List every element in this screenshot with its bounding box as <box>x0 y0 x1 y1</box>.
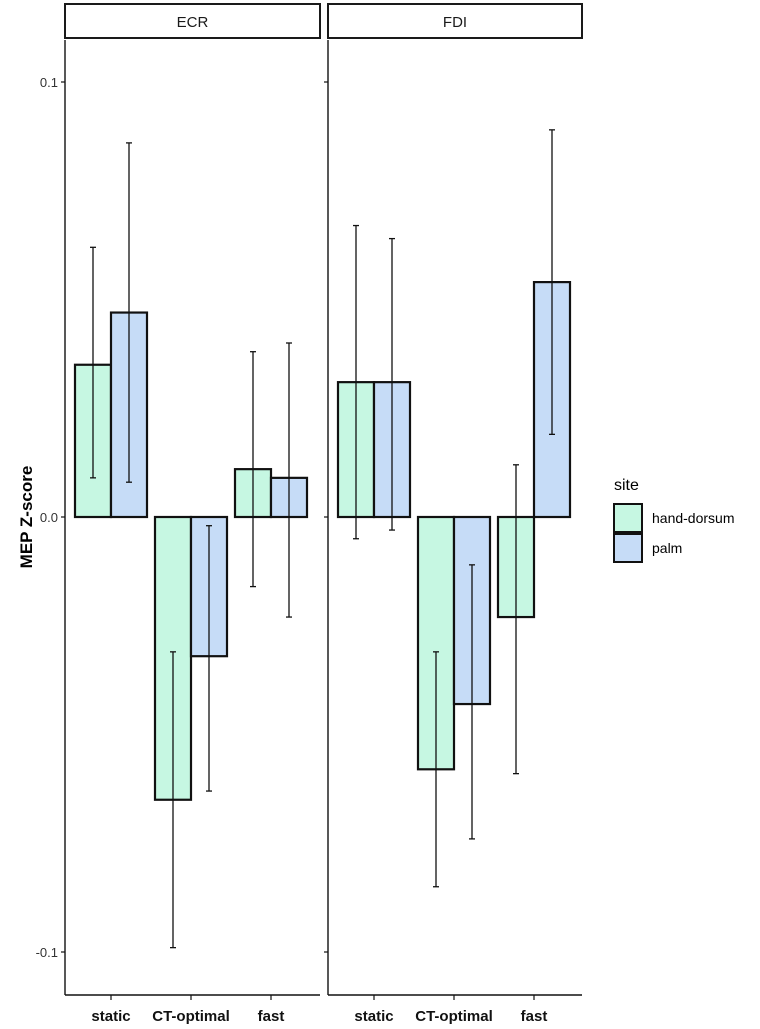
legend-label-palm: palm <box>652 540 682 556</box>
y-tick-label: -0.1 <box>36 945 58 960</box>
legend-label-hand-dorsum: hand-dorsum <box>652 510 735 526</box>
legend-swatch-palm <box>613 533 643 563</box>
x-tick-label: fast <box>258 1008 285 1025</box>
y-tick-label: 0.0 <box>40 510 58 525</box>
panel-ecr <box>73 142 309 949</box>
legend: site hand-dorsum palm <box>613 477 735 563</box>
y-tick-label: 0.1 <box>40 75 58 90</box>
y-axis-title: MEP Z-score <box>17 466 36 569</box>
x-tick-label: CT-optimal <box>415 1008 493 1025</box>
strip-title: FDI <box>443 14 467 31</box>
strip-fdi <box>327 3 583 39</box>
x-tick-label: CT-optimal <box>152 1008 230 1025</box>
panel-fdi <box>336 129 572 888</box>
strip-title: ECR <box>177 14 209 31</box>
legend-title: site <box>614 477 639 494</box>
x-tick-label: fast <box>521 1008 548 1025</box>
legend-swatch-hand-dorsum <box>613 503 643 533</box>
x-tick-label: static <box>91 1008 130 1025</box>
strip-ecr <box>64 3 321 39</box>
x-tick-label: static <box>354 1008 393 1025</box>
